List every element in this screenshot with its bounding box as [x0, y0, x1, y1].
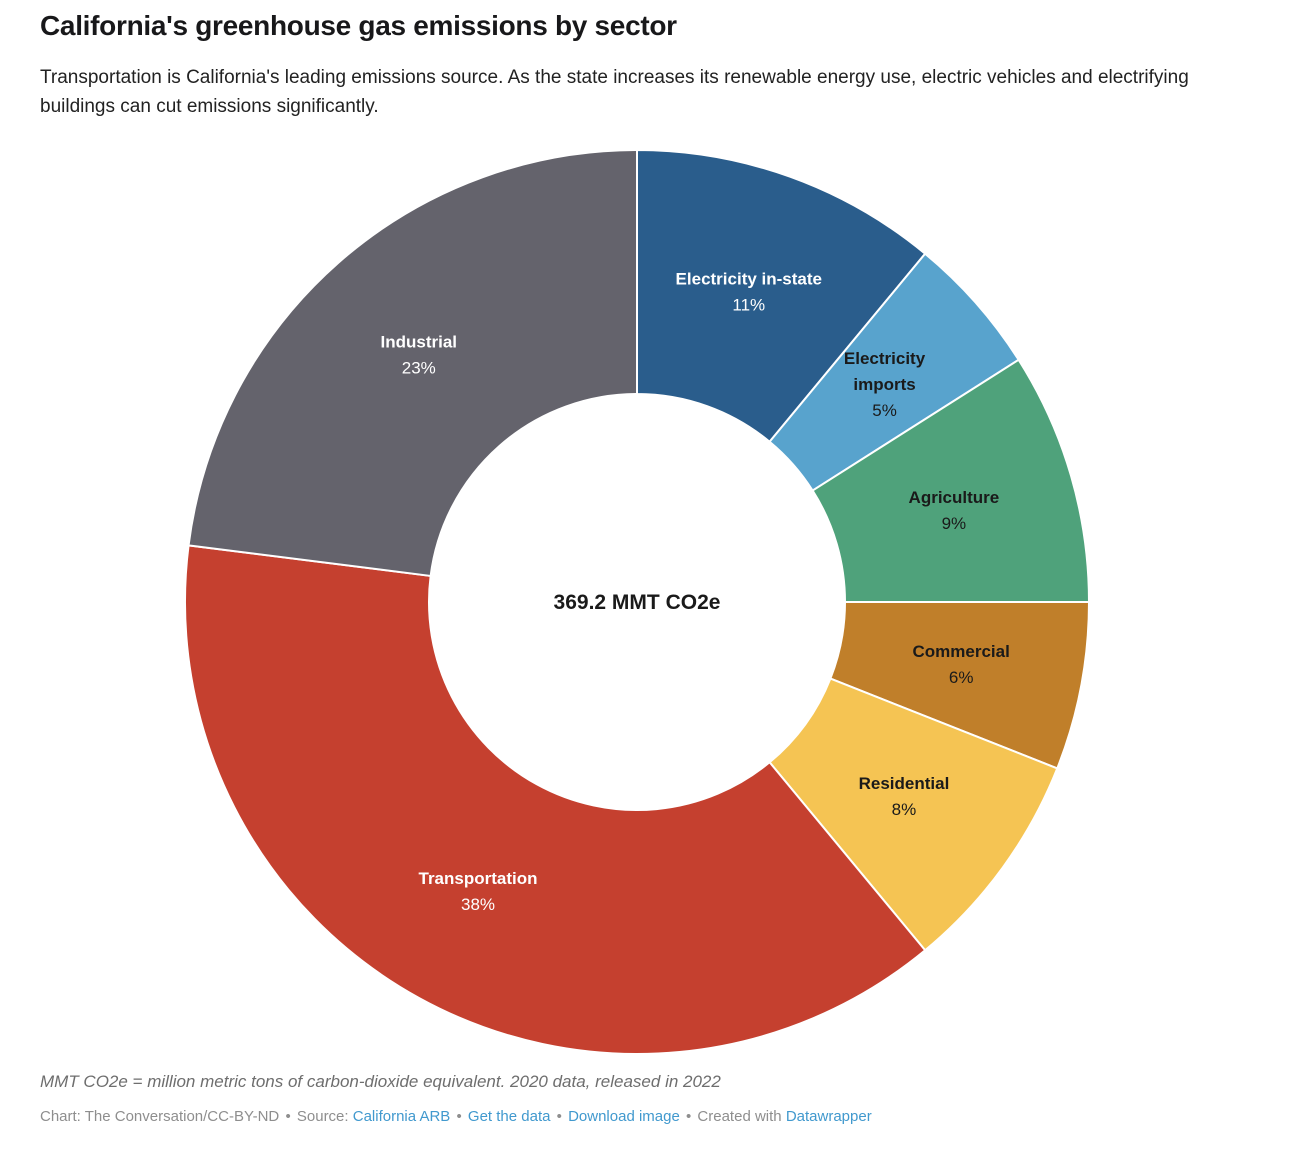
- slice-label-residential: Residential 8%: [859, 774, 950, 819]
- slice-label-transportation: Transportation 38%: [419, 869, 538, 914]
- download-image-link[interactable]: Download image: [568, 1108, 680, 1125]
- separator-dot: •: [285, 1108, 291, 1125]
- footnote: MMT CO2e = million metric tons of carbon…: [40, 1072, 721, 1091]
- slice-agriculture[interactable]: [811, 358, 1090, 603]
- slice-label-electricity-in-state: Electricity in-state 11%: [676, 270, 822, 315]
- slice-label-industrial: Industrial 23%: [381, 332, 458, 377]
- page-title: California's greenhouse gas emissions by…: [40, 10, 677, 41]
- separator-dot: •: [685, 1108, 692, 1125]
- chart-area: Electricity in-state 11% Electricity import…: [182, 147, 1092, 1057]
- get-the-data-link[interactable]: Get the data: [467, 1108, 551, 1125]
- slice-label-electricity-imports: Electricity imports 5%: [844, 349, 926, 420]
- slice-transportation[interactable]: [184, 544, 927, 1055]
- slice-industrial[interactable]: [187, 149, 638, 577]
- slice-label-commercial: Commercial 6%: [912, 642, 1009, 687]
- chart-subtitle: Transportation is California's leading e…: [40, 67, 1189, 117]
- donut-chart: Electricity in-state 11% Electricity import…: [184, 149, 1090, 1055]
- slice-electricity-in-state[interactable]: [636, 149, 927, 443]
- credits-line: Chart: The Conversation/CC-BY-ND • Sourc…: [40, 1108, 872, 1125]
- slice-label-agriculture: Agriculture 9%: [909, 488, 1000, 533]
- datawrapper-link[interactable]: Datawrapper: [785, 1108, 872, 1125]
- created-with-label: Created with: [697, 1108, 782, 1125]
- donut-center-label: 369.2 MMT CO2e: [554, 591, 721, 614]
- credits-attribution: Chart: The Conversation/CC-BY-ND: [40, 1108, 280, 1125]
- separator-dot: •: [456, 1108, 462, 1125]
- source-label: Source:: [296, 1108, 349, 1125]
- source-link[interactable]: California ARB: [352, 1108, 451, 1125]
- separator-dot: •: [556, 1108, 562, 1125]
